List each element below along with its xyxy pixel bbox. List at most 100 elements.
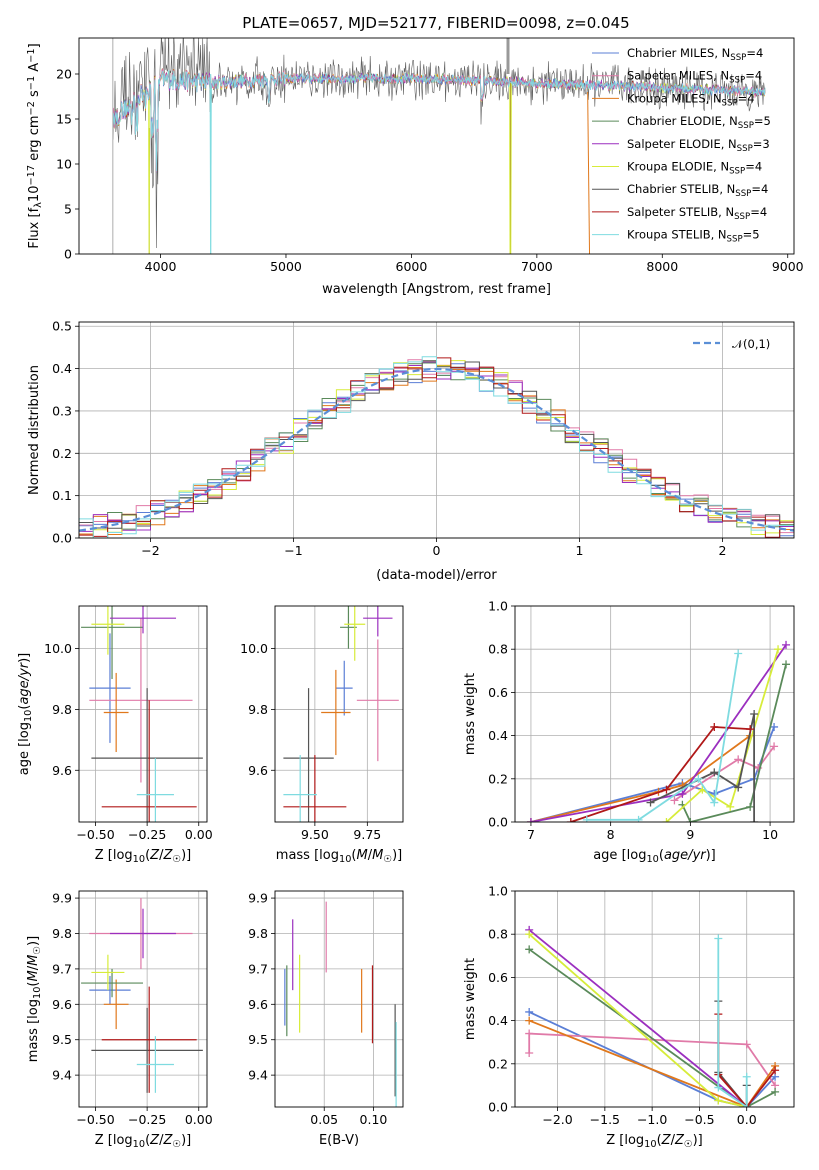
y-tick-label: 15 [56,112,72,127]
y-axis-label: mass [log10(M/M☉)] [26,936,43,1062]
x-tick-label: 2 [719,543,727,558]
y-tick-label: 9.5 [248,1032,268,1047]
y-tick-label: 9.8 [52,926,72,941]
weight-line-chabrier-elodie [681,664,787,822]
plot-area-residuals [79,356,794,538]
x-tick-label: 9 [686,827,694,842]
weight-marker [582,815,591,822]
x-tick-label: 0.0 [737,1112,757,1127]
y-tick-label: 0.1 [52,488,72,503]
y-tick-label: 0.8 [488,927,508,942]
weight-marker [726,802,735,811]
weight-marker [714,934,723,943]
x-tick-label: 0.10 [360,1112,388,1127]
y-tick-label: 0.5 [52,319,72,334]
weight-line-chabrier-elodie [528,948,776,1107]
weight-line-kroupa-stelib [717,938,748,1107]
weight-marker [662,818,671,822]
y-tick-label: 9.6 [248,763,268,778]
axes-mass-weight-vs-age: 7 8 9 10 0.0 0.2 0.4 0.6 0.8 1.0 age [log10(age/yr… [463,599,795,865]
x-tick-label: 9.50 [301,827,329,842]
y-tick-label: 0.0 [488,1100,508,1115]
weight-marker [566,818,575,822]
y-tick-label: 1.0 [488,599,508,614]
x-tick-label: −1 [284,543,302,558]
y-tick-label: 10.0 [44,641,72,656]
weight-marker [710,768,719,777]
weight-marker [670,796,679,805]
y-tick-label: 9.6 [52,997,72,1012]
y-axis-label: Flux [fλ10−17 erg cm−2 s−1 A−1] [26,43,44,248]
x-tick-label: −1.5 [590,1112,620,1127]
plot-area-mass-vs-EBV [284,901,397,1107]
x-tick-label: 5000 [270,259,302,274]
weight-marker [734,783,743,792]
x-tick-label: −0.50 [76,827,114,842]
y-tick-label: 9.8 [52,702,72,717]
spectrum-cutoff [587,91,591,254]
histogram-salpeter-stelib [79,357,794,538]
y-tick-label: 9.4 [248,1068,268,1083]
y-tick-label: 9.7 [248,961,268,976]
weight-marker [686,818,695,822]
x-tick-label: −2.0 [542,1112,572,1127]
weight-marker [746,802,755,811]
axes-age-vs-mass: 9.50 9.75 9.6 9.8 10.0 mass [log10(M/M☉)] [240,605,404,865]
axes-age-vs-Z: −0.50 −0.25 0.00 9.6 9.8 10.0 Z [log10(Z/Z☉)] a… [17,605,213,865]
legend-entry: Salpeter ELODIE, NSSP=3 [627,137,770,154]
axes-mass-vs-Z: −0.50 −0.25 0.00 9.4 9.5 9.6 9.7 9.8 9.9 Z [log10… [26,890,213,1150]
plot-area-spectrum [112,38,766,254]
legend-entry: Kroupa ELODIE, NSSP=4 [627,160,762,177]
weight-line-salpeter-stelib [570,726,751,822]
x-tick-label: 0.00 [185,827,213,842]
axes-spectrum: 4000 5000 6000 7000 8000 9000 0 5 10 15 20 Chabrier… [26,37,804,297]
y-tick-label: 9.6 [248,997,268,1012]
y-tick-label: 0.2 [52,446,72,461]
weight-marker [525,1016,534,1025]
weight-marker [770,722,779,731]
y-tick-label: 9.9 [52,891,72,906]
legend-entry: Salpeter STELIB, NSSP=4 [627,205,767,222]
y-tick-label: 0.6 [488,685,508,700]
x-tick-label: −1.0 [637,1112,667,1127]
weight-marker [746,725,755,734]
weight-marker [710,722,719,731]
axes-frame [514,605,795,823]
weight-marker [694,774,703,783]
weight-marker [734,649,743,658]
y-tick-label: 20 [56,67,72,82]
legend-entry: Chabrier MILES, NSSP=4 [627,46,763,63]
axes-frame [78,605,208,823]
y-tick-label: 9.8 [248,702,268,717]
x-tick-label: −0.50 [76,1112,114,1127]
y-tick-label: 9.8 [248,926,268,941]
x-tick-label: 6000 [396,259,428,274]
weight-marker [770,742,779,751]
weight-marker [742,1040,751,1049]
weight-marker [525,945,534,954]
weight-marker [742,1103,751,1107]
axes-residuals: −2 −1 0 1 2 0.0 0.1 0.2 0.3 0.4 0.5 𝒩(0,1) (data-mod… [27,319,795,583]
weight-marker [525,1029,534,1038]
plot-area-mass-vs-Z [81,898,203,1093]
weight-marker [782,660,791,669]
y-tick-label: 0.0 [52,531,72,546]
x-tick-label: 7 [527,827,535,842]
y-tick-label: 0.4 [488,1013,508,1028]
weight-line-kroupa-miles [530,734,751,822]
spectrum-legend: Chabrier MILES, NSSP=4 Salpeter MILES, NS… [592,46,771,244]
x-axis-label: Z [log10(Z/Z☉)] [606,1133,703,1150]
x-tick-label: 8 [607,827,615,842]
legend-entry: Chabrier ELODIE, NSSP=5 [627,114,771,131]
weight-line-kroupa-miles [528,1019,776,1107]
y-tick-label: 0.8 [488,642,508,657]
legend-entry: 𝒩(0,1) [732,337,770,351]
x-axis-label: (data-model)/error [376,568,497,583]
x-tick-label: −0.25 [128,1112,166,1127]
axes-mass-vs-EBV: 0.05 0.10 9.4 9.5 9.6 9.7 9.8 9.9 E(B-V) [248,890,404,1148]
axes-frame [514,890,795,1108]
y-axis-label: age [log10(age/yr)] [17,653,34,776]
spectrum-line-salpeter-miles [112,68,766,173]
axes-mass-weight-vs-Z: −2.0 −1.5 −1.0 −0.5 0.0 0.0 0.2 0.4 0.6 0.8 1.0 Z [… [463,884,795,1150]
legend-entry: Salpeter MILES, NSSP=4 [627,69,762,86]
